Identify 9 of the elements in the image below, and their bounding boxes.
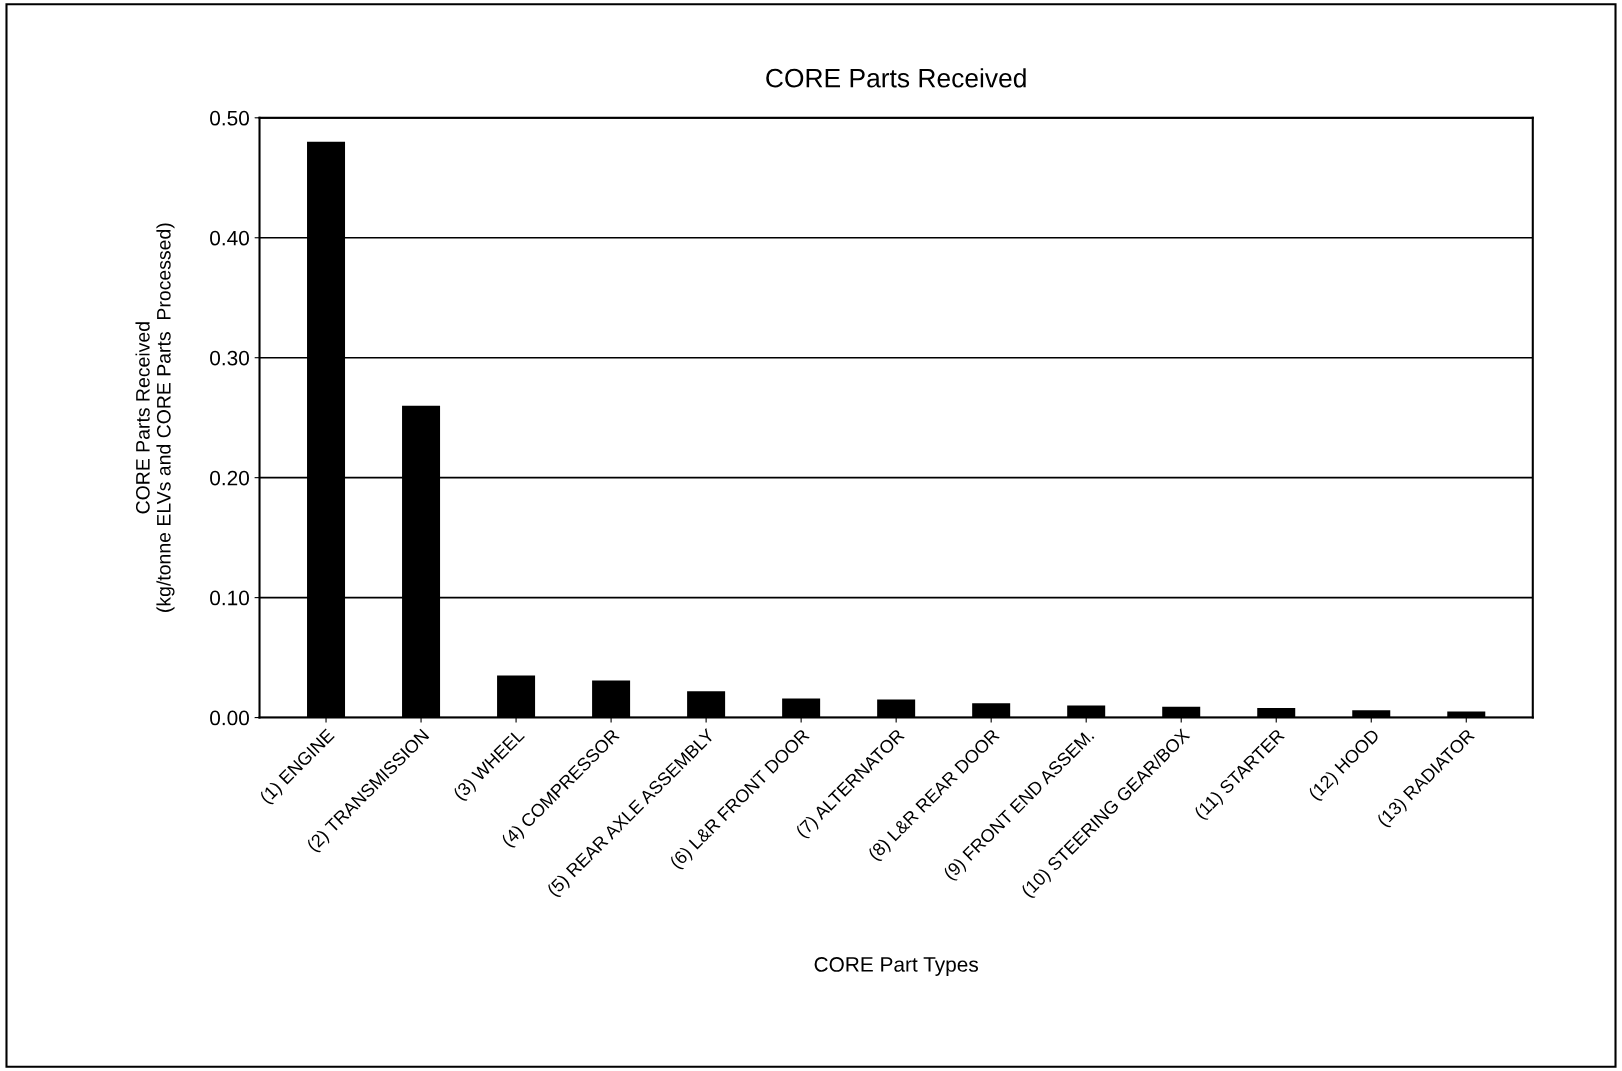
y-tick-label: 0.00 <box>210 710 249 726</box>
x-axis-title: CORE Part Types <box>814 957 978 976</box>
y-tick-label: 0.50 <box>210 110 249 126</box>
y-tick-label: 0.10 <box>210 590 249 606</box>
y-tick-label: 0.30 <box>210 350 249 366</box>
y-tick-label: 0.40 <box>210 230 249 246</box>
y-axis-title: CORE Parts Received (kg/tonne ELVs and CORE Parts Processed) <box>135 223 175 612</box>
y-tick-label: 0.20 <box>210 470 249 486</box>
chart-title: CORE Parts Received <box>766 68 1026 88</box>
